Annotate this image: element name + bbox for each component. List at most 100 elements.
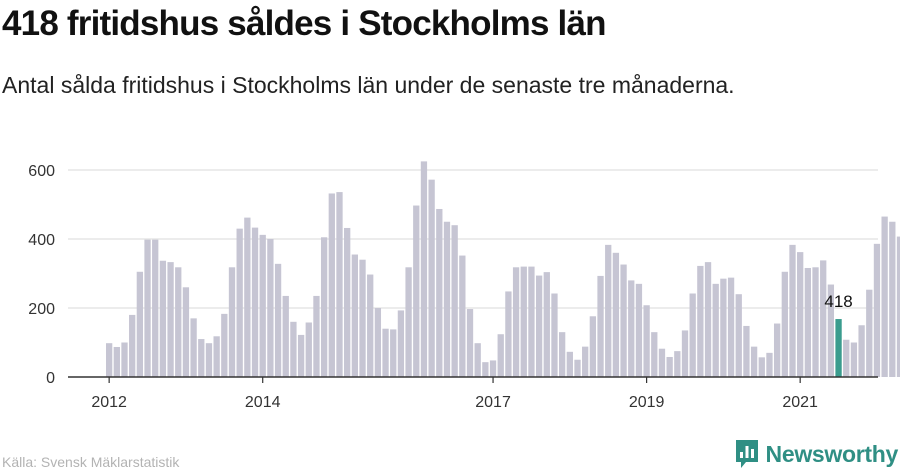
bar: [797, 252, 804, 377]
bar: [305, 322, 312, 377]
bar: [451, 225, 458, 377]
bar: [136, 271, 144, 377]
bar: [858, 325, 865, 377]
bar: [628, 280, 635, 377]
x-tick-label: 2021: [782, 394, 818, 411]
bar: [121, 342, 128, 377]
bar: [267, 239, 274, 377]
bar: [474, 343, 481, 377]
bar: [620, 264, 627, 377]
chart-title: 418 fritidshus såldes i Stockholms län: [2, 4, 607, 43]
bar: [889, 221, 896, 377]
bar: [397, 310, 405, 377]
bar: [543, 272, 550, 377]
bar: [559, 332, 566, 377]
bar: [843, 339, 850, 377]
bar: [896, 236, 900, 377]
brand-logo: Newsworthy: [734, 438, 898, 470]
bar: [405, 267, 412, 377]
bar: [328, 193, 335, 377]
bar: [428, 179, 435, 377]
chart-subtitle: Antal sålda fritidshus i Stockholms län …: [2, 72, 735, 98]
bar: [129, 314, 136, 377]
bar-chart: 0 200 400 600 2012 2014 2017 2019 2021 418: [28, 161, 900, 411]
bar: [159, 260, 167, 377]
bar: [773, 323, 781, 377]
bar: [244, 217, 251, 377]
bar: [351, 254, 358, 377]
bar: [704, 262, 712, 377]
bar: [735, 294, 742, 377]
bar: [881, 216, 888, 377]
bar: [236, 228, 243, 377]
highlight-value-label: 418: [824, 292, 852, 311]
bar: [574, 359, 581, 377]
bar: [674, 351, 681, 377]
bar: [605, 244, 612, 377]
bar: [198, 339, 205, 377]
highlight-bar: [835, 319, 842, 377]
bar: [612, 252, 620, 377]
y-tick-label: 200: [28, 301, 55, 318]
bar: [443, 221, 451, 377]
bar: [420, 161, 428, 377]
x-tick-label: 2019: [629, 394, 665, 411]
bar: [789, 244, 796, 377]
y-tick-label: 400: [28, 232, 55, 249]
bar: [681, 330, 689, 377]
bar: [344, 227, 351, 377]
bar: [175, 267, 182, 377]
bar: [658, 348, 666, 377]
bar: [866, 289, 873, 377]
bar: [482, 362, 489, 377]
bar: [712, 283, 719, 377]
bar: [221, 313, 228, 377]
bar: [459, 255, 466, 377]
newsworthy-logo-icon: [735, 440, 758, 468]
bar: [582, 346, 589, 377]
bar: [367, 274, 374, 377]
bar: [320, 237, 328, 377]
bar: [535, 275, 543, 377]
bar: [336, 192, 343, 377]
bar: [228, 267, 236, 377]
source-note: Källa: Svensk Mäklarstatistik: [2, 454, 180, 470]
bar: [182, 287, 190, 377]
bar: [290, 321, 297, 377]
bar: [167, 262, 174, 377]
bar: [282, 295, 289, 377]
bar: [413, 205, 420, 377]
bar: [720, 278, 727, 377]
bar: [297, 334, 305, 377]
bar: [359, 259, 366, 377]
bar: [390, 329, 397, 377]
bar: [551, 293, 558, 377]
bar: [743, 325, 750, 377]
bar: [259, 234, 266, 377]
bar: [466, 309, 474, 377]
bar: [827, 284, 835, 377]
bar: [505, 291, 512, 377]
bar: [520, 266, 527, 377]
bar: [205, 343, 213, 377]
bar: [213, 336, 220, 377]
bar: [106, 343, 113, 377]
bar: [436, 208, 443, 377]
x-tick-label: 2012: [91, 394, 127, 411]
bar: [820, 260, 827, 377]
bar: [689, 293, 696, 377]
bar: [766, 352, 773, 377]
bar: [497, 334, 504, 377]
bar: [804, 267, 811, 377]
y-tick-label: 0: [46, 370, 55, 387]
bar: [566, 351, 573, 377]
bar: [382, 328, 389, 377]
bar: [190, 318, 197, 377]
y-tick-label: 600: [28, 163, 55, 180]
bar: [697, 265, 704, 377]
bar: [489, 360, 497, 377]
bar: [113, 346, 120, 377]
bar: [313, 295, 320, 377]
bar: [643, 305, 650, 377]
bar: [589, 316, 597, 377]
